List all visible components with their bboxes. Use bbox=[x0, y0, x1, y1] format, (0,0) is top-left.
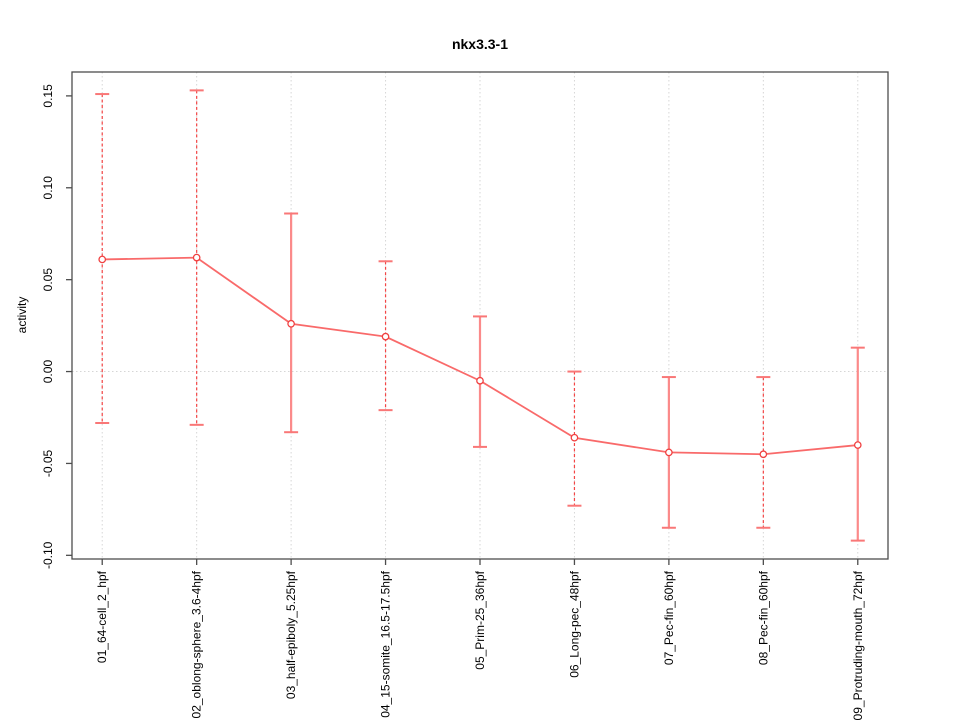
data-point bbox=[665, 448, 673, 457]
data-point bbox=[192, 253, 201, 262]
data-point bbox=[570, 433, 579, 442]
x-tick-label: 03_half-epiboly_5.25hpf bbox=[284, 570, 298, 699]
x-tick-label: 07_Pec-fin_60hpf bbox=[662, 570, 676, 665]
chart-title: nkx3.3-1 bbox=[451, 36, 509, 52]
x-tick-label: 04_15-somite_16.5-17.5hpf bbox=[379, 570, 393, 717]
x-tick-label: 08_Pec-fin_60hpf bbox=[756, 570, 770, 665]
data-point bbox=[476, 376, 484, 385]
x-tick-label: 05_Prim-25_36hpf bbox=[473, 570, 487, 669]
data-point bbox=[381, 332, 390, 341]
y-tick-label: 0.05 bbox=[41, 268, 55, 292]
x-tick-label: 02_oblong-sphere_3.6-4hpf bbox=[190, 570, 204, 718]
y-tick-label: -0.05 bbox=[41, 449, 55, 477]
y-tick-label: 0.15 bbox=[41, 84, 55, 108]
data-point bbox=[759, 450, 768, 459]
y-tick-label: 0.10 bbox=[41, 176, 55, 200]
data-point bbox=[853, 441, 862, 449]
x-tick-label: 06_Long-pec_48hpf bbox=[567, 570, 581, 677]
y-tick-label: 0.00 bbox=[41, 360, 55, 384]
y-tick-label: -0.10 bbox=[41, 541, 55, 569]
data-point bbox=[287, 319, 295, 328]
data-point bbox=[98, 255, 107, 264]
x-tick-label: 09_Protruding-mouth_72hpf bbox=[851, 570, 865, 720]
x-tick-label: 01_64-cell_2_hpf bbox=[95, 570, 109, 663]
